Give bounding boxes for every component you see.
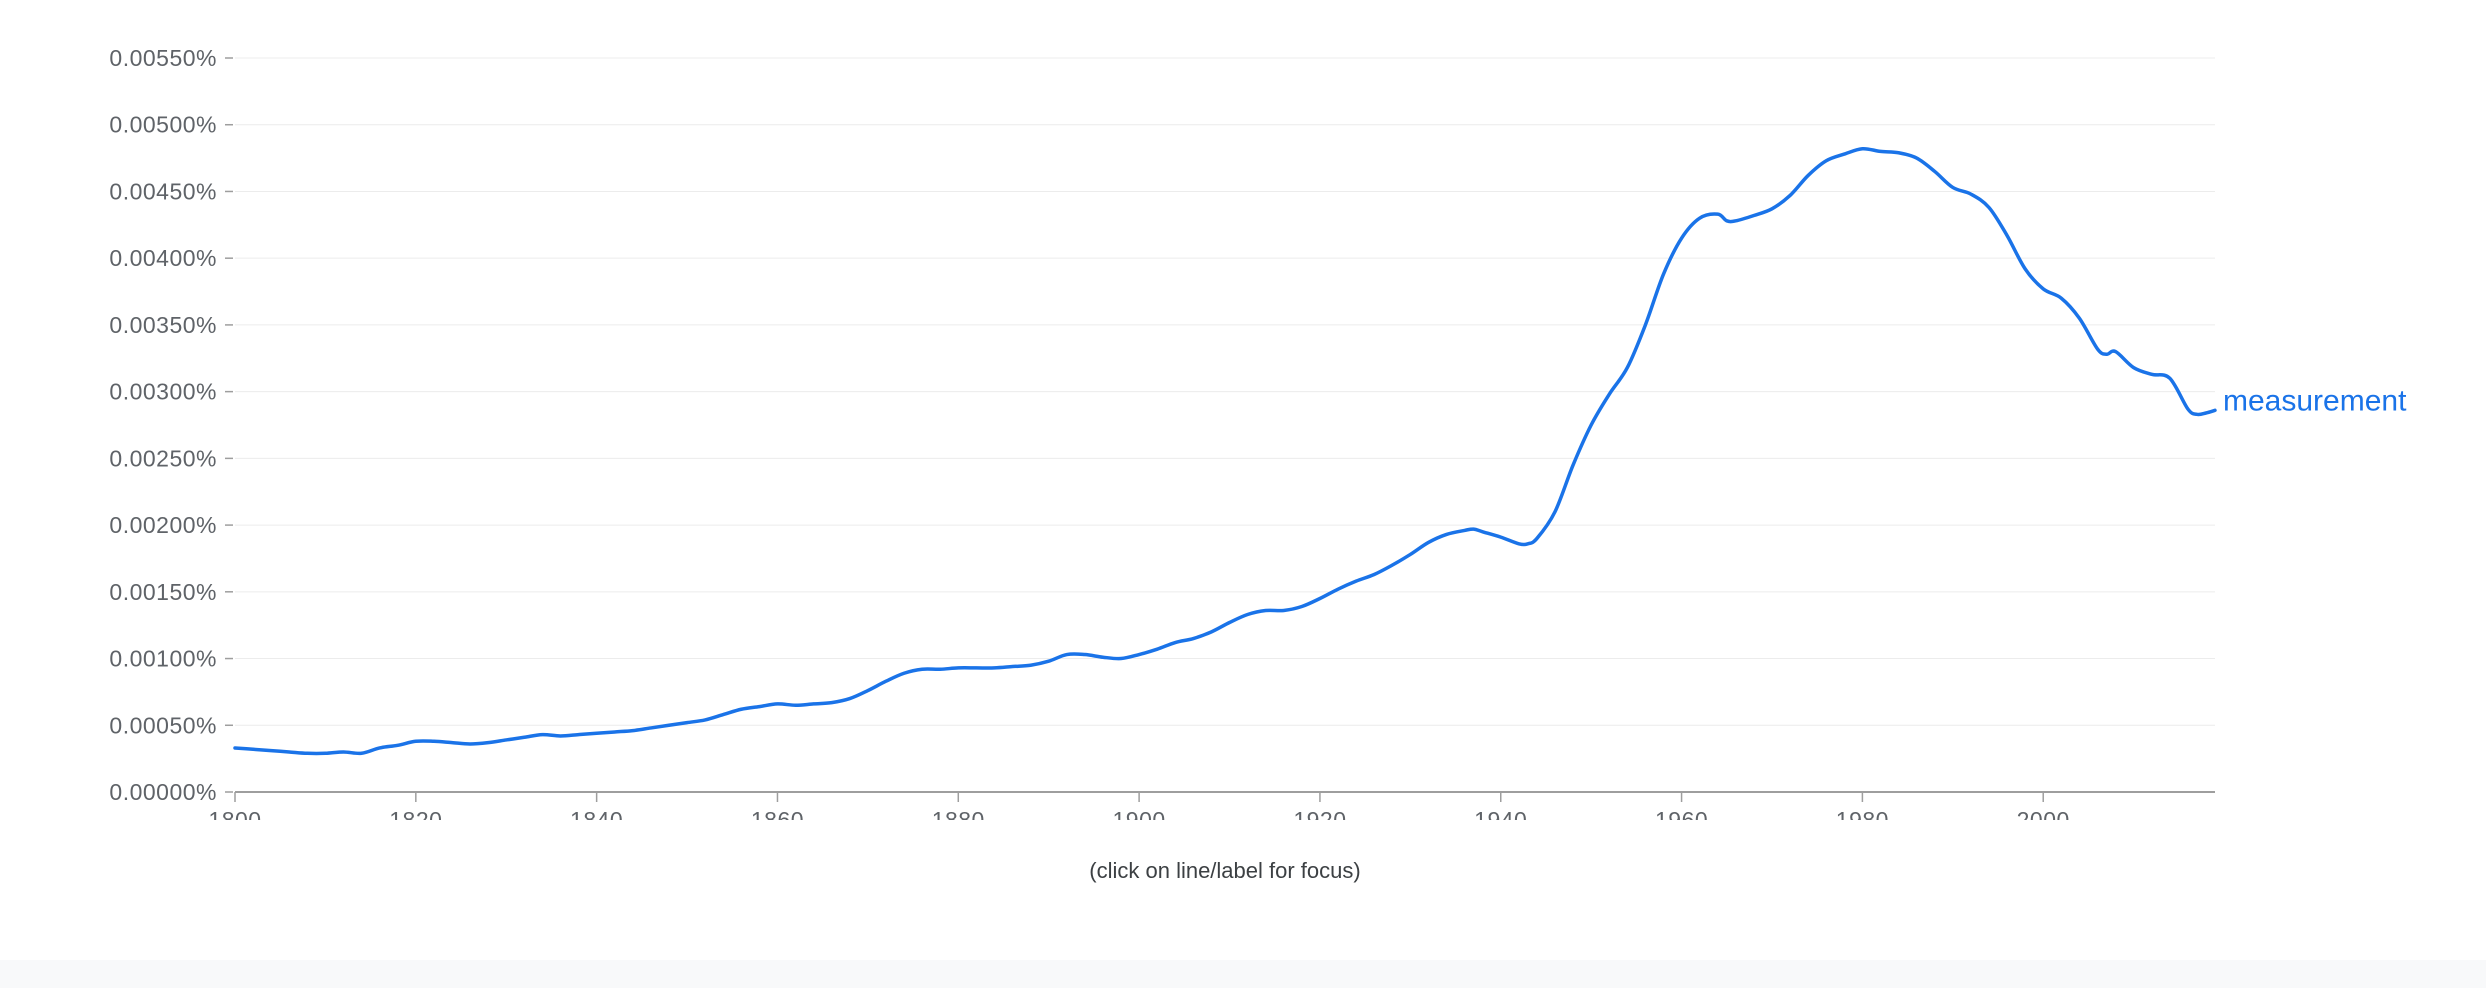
x-tick-label: 2000 <box>2017 807 2070 820</box>
footer-band <box>0 960 2486 988</box>
x-tick-label: 1840 <box>570 807 623 820</box>
y-tick-label: 0.00150% <box>109 579 217 605</box>
x-tick-label: 1880 <box>932 807 985 820</box>
x-tick-label: 1980 <box>1836 807 1889 820</box>
series-label-measurement[interactable]: measurement <box>2223 384 2407 417</box>
chart-svg: 0.00000% 0.00050% 0.00100% 0.00150% 0.00200%… <box>109 45 2407 820</box>
y-tick-label: 0.00050% <box>109 712 217 738</box>
y-tick-label: 0.00500% <box>109 112 217 138</box>
x-tick-label: 1800 <box>208 807 261 820</box>
y-tick-label: 0.00550% <box>109 45 217 71</box>
y-tick-label: 0.00400% <box>109 245 217 271</box>
y-tick-label: 0.00350% <box>109 312 217 338</box>
x-axis: 1800 1820 1840 1860 1880 1900 1920 1940 1960 1980… <box>208 791 2215 820</box>
y-axis: 0.00000% 0.00050% 0.00100% 0.00150% 0.00200%… <box>109 45 233 805</box>
focus-hint: (click on line/label for focus) <box>1089 858 1361 883</box>
gridlines <box>235 57 2215 726</box>
y-tick-label: 0.00100% <box>109 646 217 672</box>
x-tick-label: 1940 <box>1474 807 1527 820</box>
line-chart: 0.00000% 0.00050% 0.00100% 0.00150% 0.00200%… <box>109 45 2407 820</box>
y-tick-label: 0.00250% <box>109 445 217 471</box>
y-tick-label: 0.00200% <box>109 512 217 538</box>
y-tick-label: 0.00450% <box>109 178 217 204</box>
series-line-measurement[interactable] <box>233 146 2217 756</box>
y-tick-label: 0.00300% <box>109 379 217 405</box>
x-tick-label: 1820 <box>389 807 442 820</box>
x-tick-label: 1900 <box>1113 807 1166 820</box>
x-tick-label: 1920 <box>1293 807 1346 820</box>
x-tick-label: 1860 <box>751 807 804 820</box>
x-tick-label: 1960 <box>1655 807 1708 820</box>
y-tick-label: 0.00000% <box>109 779 217 805</box>
